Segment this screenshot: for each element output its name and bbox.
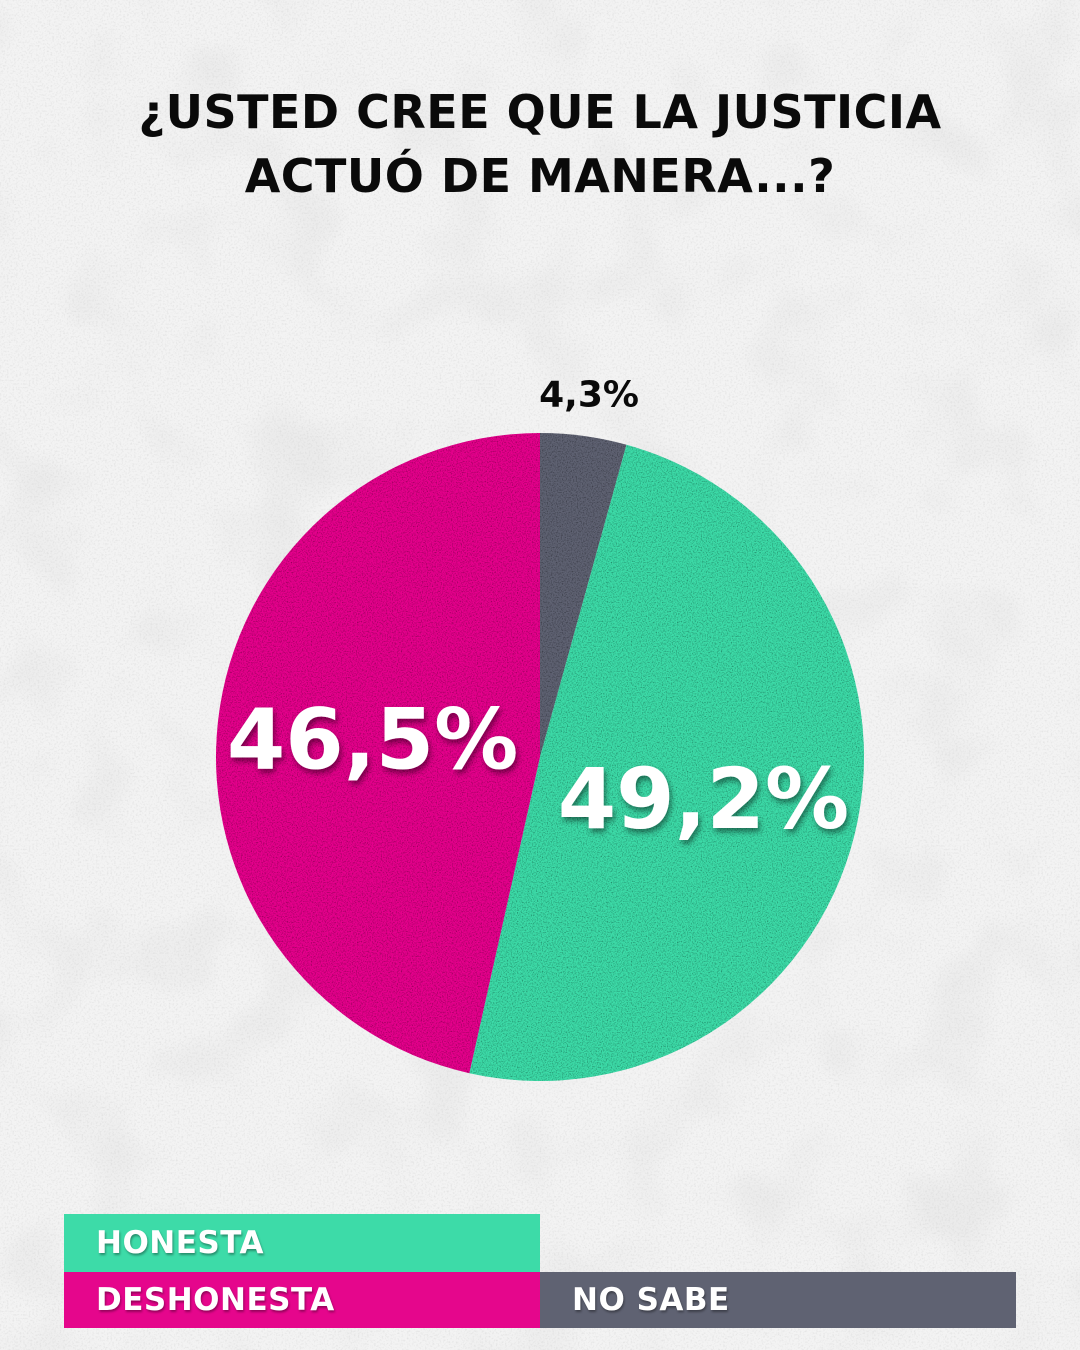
pie-label-deshonesta: 46,5% [227,691,518,789]
pie-slice-no-sabe [540,433,627,757]
pie-label-honesta: 49,2% [558,750,849,848]
chart-title-line-1: ¿USTED CREE QUE LA JUSTICIA [138,85,942,139]
legend-label-deshonesta: DESHONESTA [96,1282,335,1318]
pie-slice-deshonesta [216,433,540,1074]
legend-label-no-sabe: NO SABE [572,1282,730,1318]
legend-item-no-sabe: NO SABE [540,1272,1016,1328]
legend-item-deshonesta: DESHONESTA [64,1272,540,1328]
legend-item-honesta: HONESTA [64,1214,540,1272]
chart-title: ¿USTED CREE QUE LA JUSTICIA ACTUÓ DE MAN… [40,80,1040,208]
pie-slice-honesta [469,444,864,1081]
legend-label-honesta: HONESTA [96,1225,264,1261]
chart-title-line-2: ACTUÓ DE MANERA...? [244,149,836,203]
pie-label-no-sabe: 4,3% [539,374,639,415]
